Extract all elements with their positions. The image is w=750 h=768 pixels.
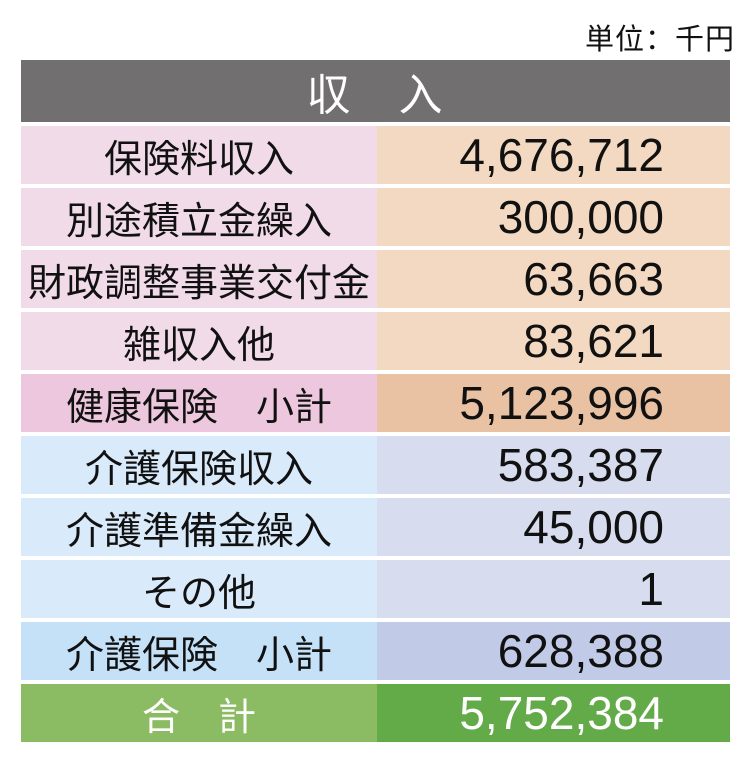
- table-row: 介護準備金繰入 45,000: [21, 498, 730, 556]
- income-table: 収 入 保険料収入 4,676,712 別途積立金繰入: [21, 60, 730, 742]
- row-value: 4,676,712: [459, 129, 664, 181]
- row-value-cell: 5,752,384: [377, 684, 730, 742]
- row-label-cell: その他: [21, 560, 377, 618]
- row-value-cell: 1: [377, 560, 730, 618]
- row-label: 合 計: [141, 696, 256, 739]
- row-label: 介護準備金繰入: [65, 510, 332, 553]
- row-label: 財政調整事業交付金: [27, 262, 370, 305]
- row-value-cell: 628,388: [377, 622, 730, 680]
- table-row: 別途積立金繰入 300,000: [21, 188, 730, 246]
- table-row: 介護保険収入 583,387: [21, 436, 730, 494]
- row-value-cell: 63,663: [377, 250, 730, 308]
- row-value-cell: 5,123,996: [377, 374, 730, 432]
- row-value-cell: 45,000: [377, 498, 730, 556]
- table-row: 雑収入他 83,621: [21, 312, 730, 370]
- row-value: 1: [638, 563, 664, 615]
- table-row: 介護保険 小計 628,388: [21, 622, 730, 680]
- row-value: 63,663: [523, 253, 664, 305]
- row-label-cell: 介護保険収入: [21, 436, 377, 494]
- row-value-cell: 83,621: [377, 312, 730, 370]
- row-label: 介護保険収入: [84, 448, 313, 491]
- table-row: 財政調整事業交付金 63,663: [21, 250, 730, 308]
- row-label: 保険料収入: [103, 138, 294, 181]
- table-header: 収 入: [21, 60, 730, 122]
- row-value-cell: 583,387: [377, 436, 730, 494]
- row-label-cell: 保険料収入: [21, 126, 377, 184]
- row-label-cell: 財政調整事業交付金: [21, 250, 377, 308]
- row-value: 5,123,996: [459, 377, 664, 429]
- row-label: 健康保険 小計: [65, 386, 332, 429]
- row-value: 583,387: [497, 439, 664, 491]
- table-row: 保険料収入 4,676,712: [21, 126, 730, 184]
- table-row: その他 1: [21, 560, 730, 618]
- row-label: その他: [141, 572, 256, 615]
- row-label-cell: 介護準備金繰入: [21, 498, 377, 556]
- row-label-cell: 別途積立金繰入: [21, 188, 377, 246]
- row-label-cell: 雑収入他: [21, 312, 377, 370]
- table-row: 合 計 5,752,384: [21, 684, 730, 742]
- row-value: 45,000: [523, 501, 664, 553]
- row-value-cell: 300,000: [377, 188, 730, 246]
- row-label-cell: 介護保険 小計: [21, 622, 377, 680]
- row-label: 雑収入他: [122, 324, 275, 367]
- row-value: 83,621: [523, 315, 664, 367]
- row-label: 別途積立金繰入: [65, 200, 332, 243]
- table-row: 健康保険 小計 5,123,996: [21, 374, 730, 432]
- row-value: 5,752,384: [459, 687, 664, 739]
- row-label-cell: 合 計: [21, 684, 377, 742]
- row-value-cell: 4,676,712: [377, 126, 730, 184]
- unit-label: 単位：千円: [584, 24, 735, 56]
- row-value: 628,388: [497, 625, 664, 677]
- table-title: 収 入: [306, 71, 445, 120]
- row-value: 300,000: [497, 191, 664, 243]
- row-label: 介護保険 小計: [65, 634, 332, 677]
- row-label-cell: 健康保険 小計: [21, 374, 377, 432]
